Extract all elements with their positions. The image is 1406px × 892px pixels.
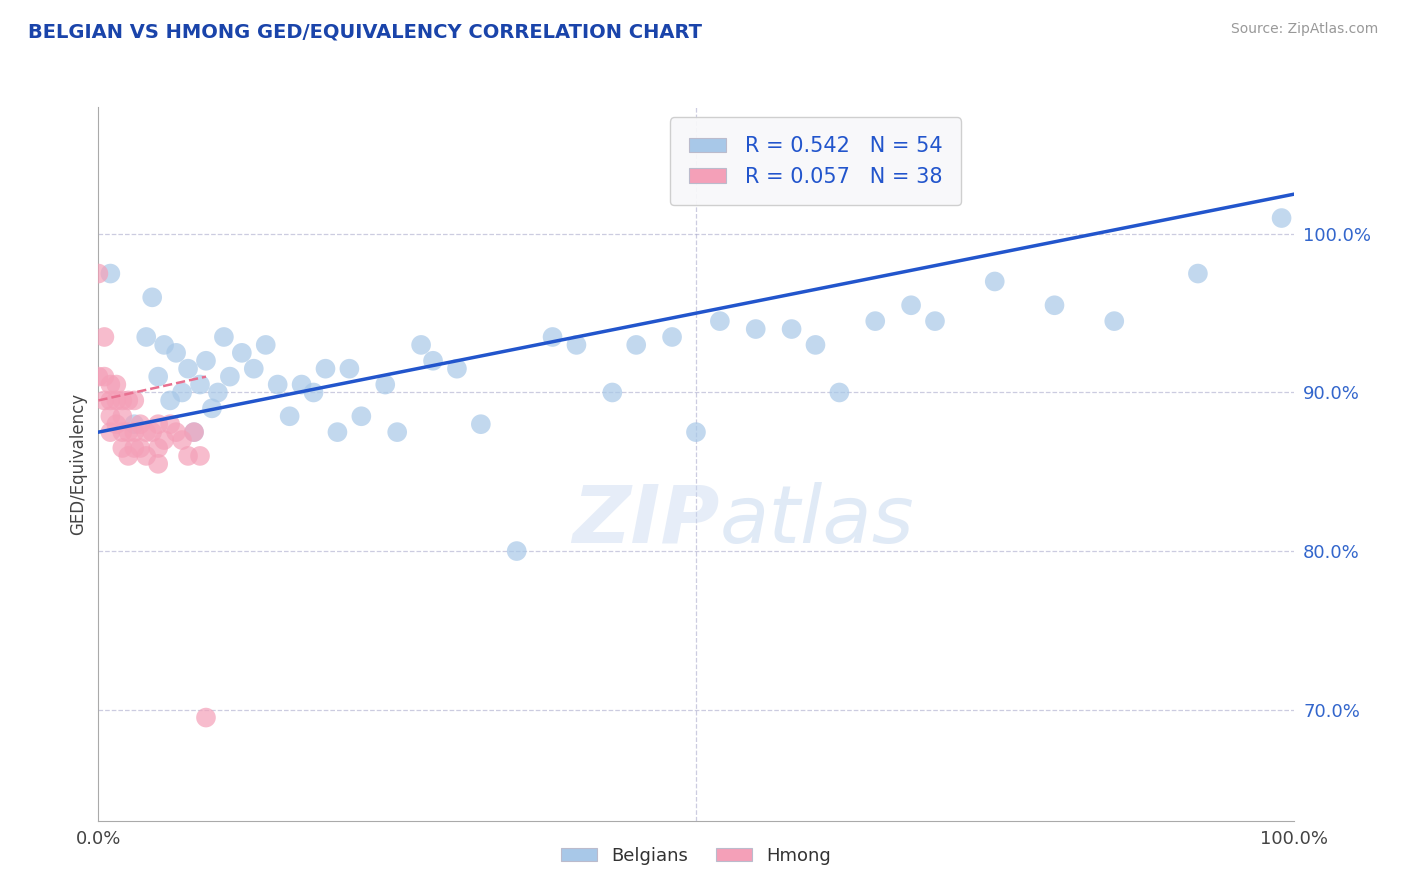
Point [183, 425, 205, 439]
Point [165, 346, 187, 360]
Point [212, 330, 235, 344]
Point [315, 361, 337, 376]
Point [565, 338, 588, 352]
Point [172, 385, 194, 400]
Point [446, 361, 468, 376]
Point [111, 425, 134, 439]
Point [98, 393, 122, 408]
Y-axis label: GED/Equivalency: GED/Equivalency [69, 392, 87, 535]
Point [105, 393, 128, 408]
Text: BELGIAN VS HMONG GED/EQUIVALENCY CORRELATION CHART: BELGIAN VS HMONG GED/EQUIVALENCY CORRELA… [28, 22, 702, 41]
Point [506, 544, 529, 558]
Point [117, 393, 139, 408]
Point [243, 361, 266, 376]
Point [153, 433, 176, 447]
Point [188, 449, 211, 463]
Point [111, 393, 134, 408]
Point [129, 441, 152, 455]
Point [93, 330, 115, 344]
Point [231, 346, 253, 360]
Point [219, 369, 242, 384]
Point [900, 298, 922, 312]
Point [194, 710, 218, 724]
Text: ZIP: ZIP [572, 482, 720, 560]
Point [177, 361, 200, 376]
Point [105, 417, 128, 432]
Point [153, 338, 176, 352]
Point [129, 417, 152, 432]
Point [117, 449, 139, 463]
Point [135, 330, 157, 344]
Point [87, 267, 110, 281]
Point [470, 417, 492, 432]
Point [105, 377, 128, 392]
Point [148, 457, 170, 471]
Point [177, 449, 200, 463]
Point [267, 377, 290, 392]
Point [141, 425, 163, 439]
Point [135, 425, 157, 439]
Point [374, 377, 396, 392]
Point [93, 369, 115, 384]
Point [124, 441, 146, 455]
Point [207, 385, 229, 400]
Point [685, 425, 707, 439]
Point [863, 314, 887, 328]
Point [780, 322, 803, 336]
Point [172, 433, 194, 447]
Point [1271, 211, 1294, 225]
Point [98, 377, 122, 392]
Point [602, 385, 624, 400]
Point [188, 377, 211, 392]
Point [148, 417, 170, 432]
Point [278, 409, 301, 424]
Point [745, 322, 768, 336]
Point [159, 393, 181, 408]
Point [422, 353, 444, 368]
Point [183, 425, 205, 439]
Point [201, 401, 224, 416]
Point [626, 338, 648, 352]
Point [828, 385, 851, 400]
Point [1043, 298, 1066, 312]
Point [98, 409, 122, 424]
Point [165, 425, 187, 439]
Point [350, 409, 373, 424]
Point [339, 361, 360, 376]
Point [1187, 267, 1209, 281]
Point [124, 425, 146, 439]
Point [804, 338, 827, 352]
Point [135, 449, 157, 463]
Point [661, 330, 683, 344]
Point [148, 369, 170, 384]
Point [87, 369, 110, 384]
Text: atlas: atlas [720, 482, 915, 560]
Legend: Belgians, Hmong: Belgians, Hmong [554, 840, 838, 872]
Text: Source: ZipAtlas.com: Source: ZipAtlas.com [1230, 22, 1378, 37]
Point [141, 290, 163, 304]
Point [124, 417, 146, 432]
Point [984, 275, 1007, 289]
Point [111, 441, 134, 455]
Point [302, 385, 325, 400]
Point [326, 425, 349, 439]
Point [159, 417, 181, 432]
Point [924, 314, 946, 328]
Point [1102, 314, 1125, 328]
Point [385, 425, 409, 439]
Point [124, 393, 146, 408]
Point [291, 377, 314, 392]
Point [411, 338, 433, 352]
Point [111, 409, 134, 424]
Point [98, 425, 122, 439]
Point [93, 393, 115, 408]
Point [117, 425, 139, 439]
Point [541, 330, 564, 344]
Point [709, 314, 731, 328]
Point [98, 267, 122, 281]
Point [194, 353, 218, 368]
Point [148, 441, 170, 455]
Point [254, 338, 277, 352]
